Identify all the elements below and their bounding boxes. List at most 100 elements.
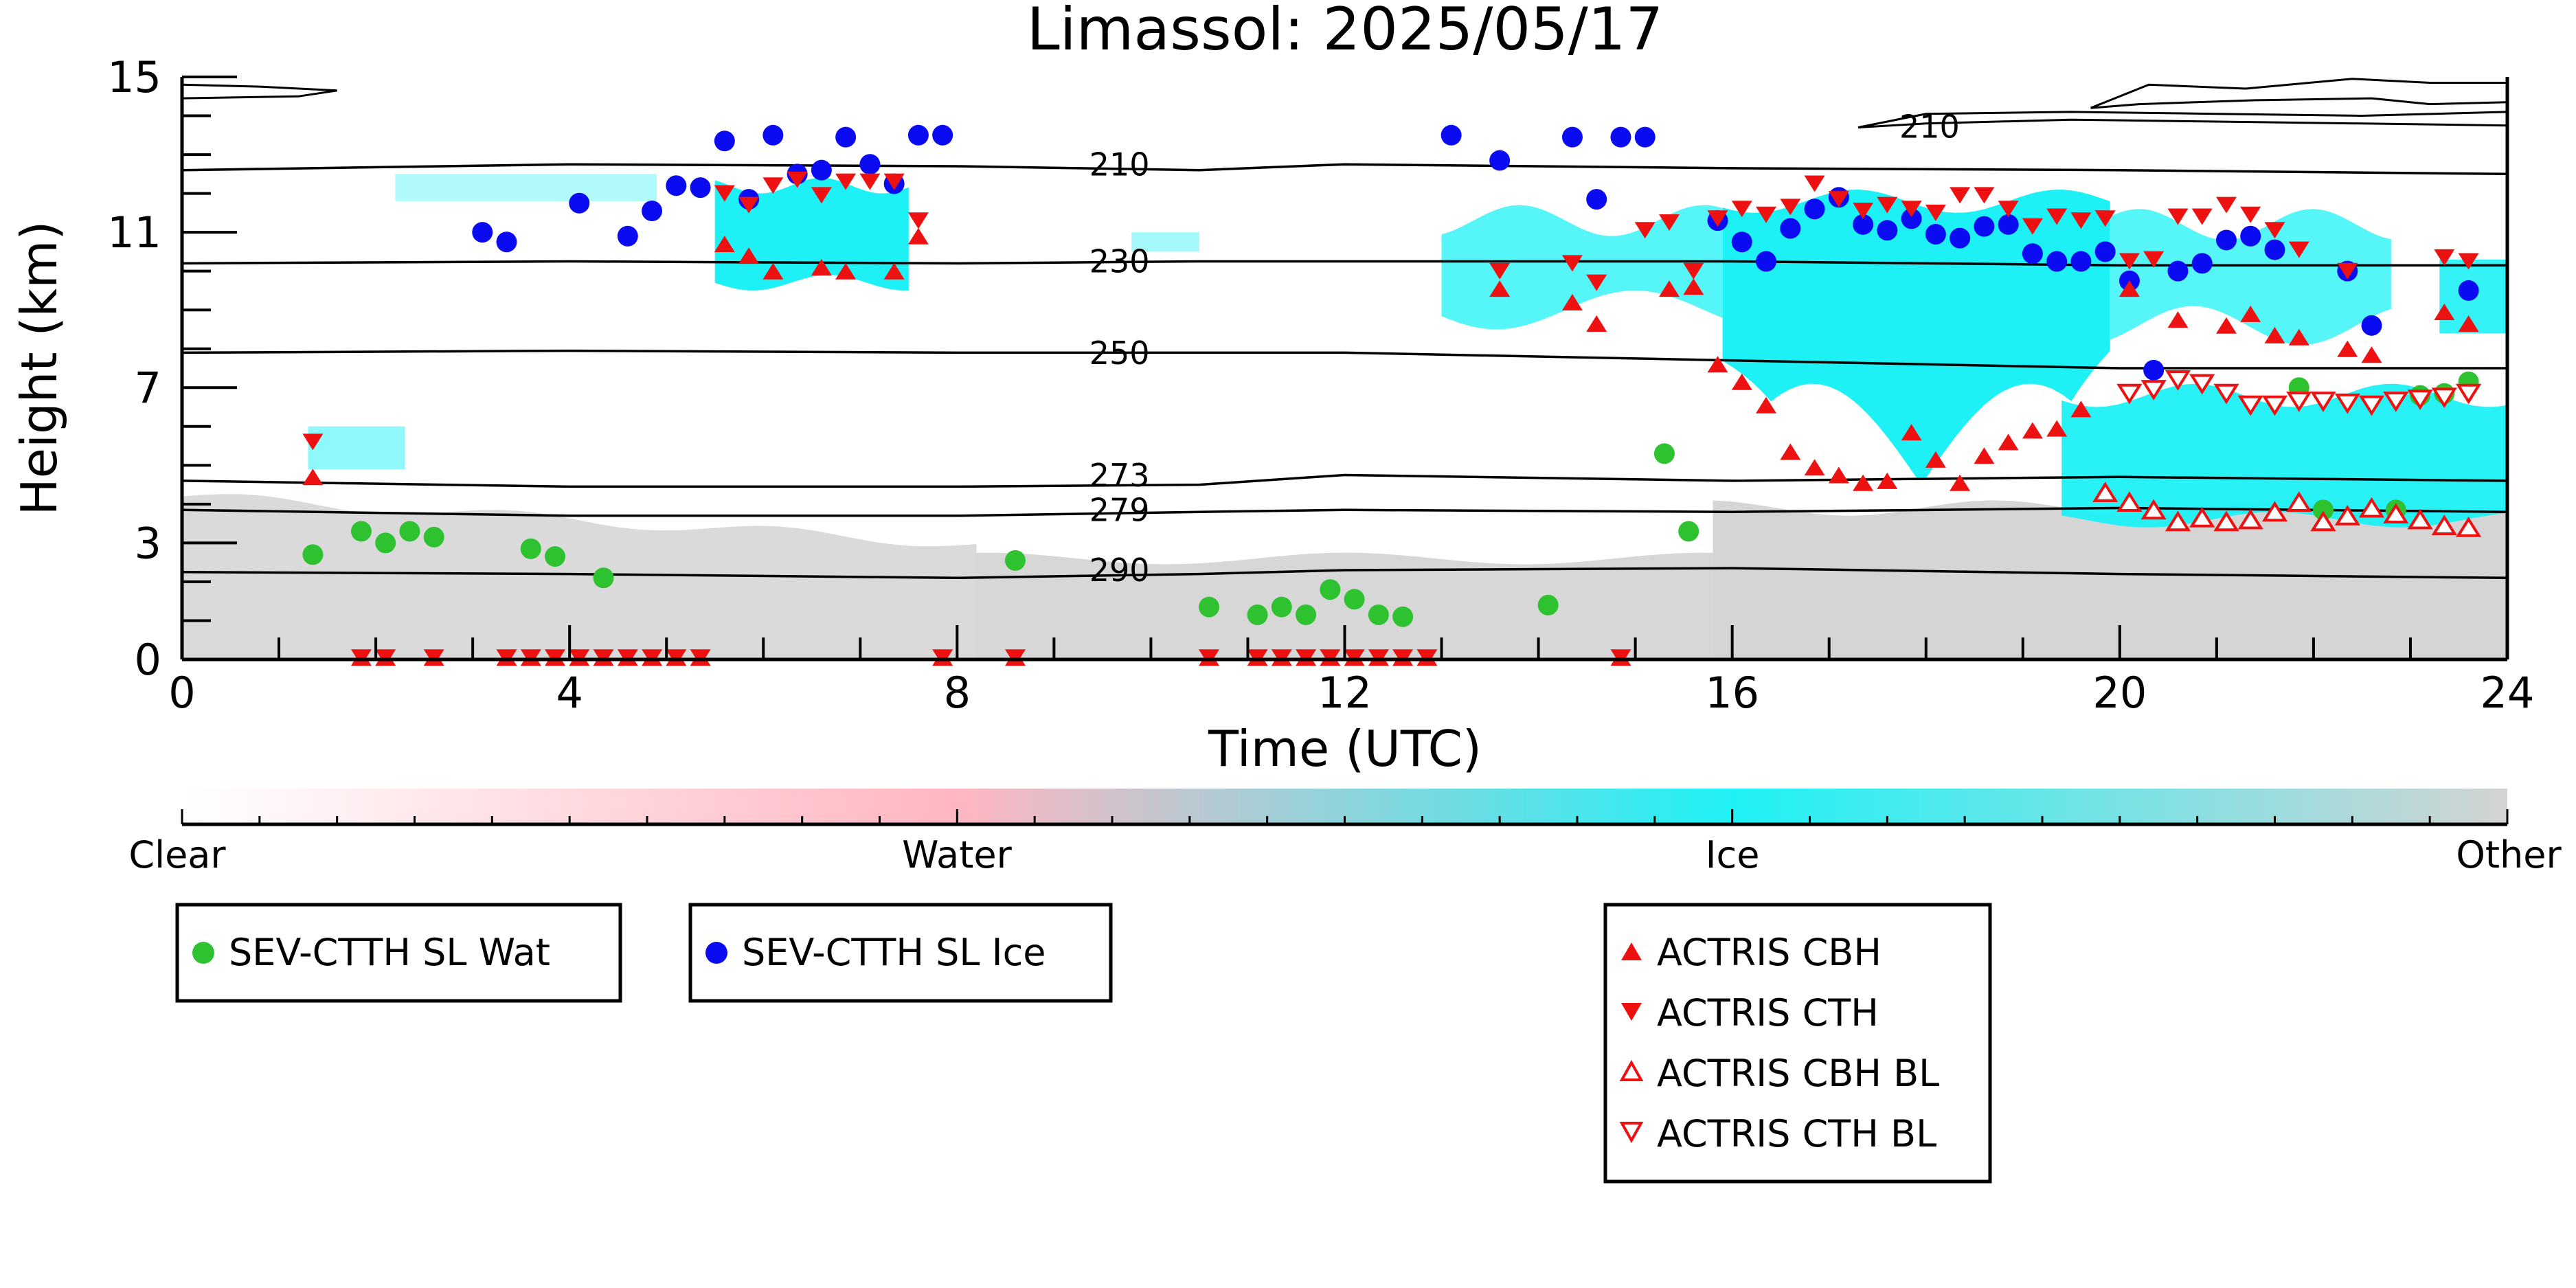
data-point: [811, 259, 832, 275]
data-point: [2216, 317, 2237, 334]
legend-label: SEV-CTTH SL Ice: [742, 931, 1046, 974]
contour-line-290: [182, 567, 2507, 580]
y-tick-label: 7: [135, 363, 161, 413]
ice-region-right-upper: [2110, 209, 2391, 345]
data-point: [2264, 326, 2285, 343]
data-point: [1707, 210, 1728, 227]
data-point: [2119, 280, 2140, 297]
data-point: [2213, 510, 2239, 532]
data-point: [375, 649, 396, 666]
colorbar-label-water: Water: [902, 833, 1012, 877]
data-point: [1561, 126, 1583, 148]
legend-box: [1603, 903, 1992, 1184]
x-tick-label: 20: [2092, 668, 2147, 718]
data-point: [1271, 649, 1292, 666]
data-point: [2215, 229, 2237, 251]
data-point: [811, 187, 832, 204]
data-point: [2167, 208, 2189, 225]
data-point: [2094, 241, 2116, 262]
data-point: [1610, 649, 1631, 666]
upper-contour-b: [1857, 111, 2507, 128]
data-point: [2216, 196, 2237, 214]
data-point: [714, 185, 735, 202]
data-point: [2458, 253, 2479, 270]
data-point: [1659, 214, 1680, 231]
legend-label: ACTRIS CTH: [1657, 991, 1879, 1035]
legend-marker-triangle-down: [1621, 1003, 1642, 1021]
data-point: [545, 546, 566, 567]
data-point: [2455, 383, 2482, 405]
data-point: [472, 222, 493, 243]
legend-marker-triangle-up: [1621, 942, 1642, 960]
contour-line-210: [182, 163, 2507, 176]
data-point: [1368, 649, 1389, 666]
data-point: [1653, 443, 1675, 464]
data-point: [1804, 175, 1825, 192]
data-point: [1586, 189, 1607, 210]
x-tick-label: 0: [168, 668, 195, 718]
x-tick-label: 24: [2481, 668, 2535, 718]
data-point: [2140, 499, 2167, 520]
data-point: [569, 192, 590, 214]
ice-region-right-lower: [2061, 383, 2507, 528]
data-point: [2458, 280, 2479, 301]
series-actris-cbh-bl: [2092, 482, 2482, 537]
data-point: [883, 173, 905, 190]
data-point: [883, 262, 905, 280]
y-axis-label: Height (km): [10, 221, 68, 516]
data-point: [2358, 395, 2385, 416]
contour-label-279: 279: [1089, 492, 1150, 529]
data-point: [520, 538, 541, 559]
data-point: [1247, 649, 1268, 666]
data-point: [2237, 395, 2263, 416]
axes: 0 4 8 12 16 20 24 0 3 7 11 15: [107, 52, 2534, 718]
data-point: [496, 231, 517, 253]
y-tick-label: 11: [107, 207, 161, 258]
data-point: [1368, 604, 1389, 625]
data-point: [1344, 649, 1365, 666]
phase-background: [182, 78, 2507, 659]
legend-marker-triangle-up-open: [1619, 1059, 1644, 1081]
data-point: [2264, 222, 2285, 239]
data-point: [1756, 251, 1777, 272]
data-point: [835, 126, 857, 148]
data-point: [375, 532, 396, 554]
data-point: [1780, 443, 1801, 460]
data-point: [2143, 359, 2165, 381]
data-point: [1780, 218, 1801, 239]
colorbar-label-other: Other: [2456, 833, 2562, 877]
contour-label-250: 250: [1089, 335, 1150, 372]
data-point: [859, 154, 881, 175]
data-point: [593, 567, 614, 589]
x-tick-label: 8: [944, 668, 971, 718]
data-point: [2070, 400, 2092, 418]
data-point: [1489, 280, 1511, 297]
data-point: [2237, 508, 2263, 530]
data-point: [1271, 596, 1292, 618]
data-point: [1731, 201, 1752, 218]
series-sev-ctth-sl-ice: [472, 124, 2479, 381]
data-point: [2213, 383, 2239, 405]
data-point: [1756, 396, 1776, 414]
data-point: [2070, 212, 2092, 229]
data-point: [932, 124, 953, 146]
data-point: [545, 649, 565, 666]
data-point: [2261, 395, 2288, 416]
data-point: [2092, 482, 2119, 502]
ice-region-wisps: [395, 174, 657, 201]
data-point: [1950, 474, 1971, 491]
data-point: [738, 247, 760, 264]
data-point: [642, 649, 663, 666]
contour-label-210: 210: [1089, 146, 1150, 183]
data-point: [1634, 222, 1656, 239]
other-region-right: [1713, 500, 2507, 659]
data-point: [2286, 491, 2312, 512]
data-point: [2434, 249, 2455, 266]
data-point: [1756, 206, 1776, 223]
data-point: [690, 649, 711, 666]
data-point: [1296, 649, 1317, 666]
contour-label-290: 290: [1089, 552, 1150, 589]
data-point: [762, 262, 784, 280]
